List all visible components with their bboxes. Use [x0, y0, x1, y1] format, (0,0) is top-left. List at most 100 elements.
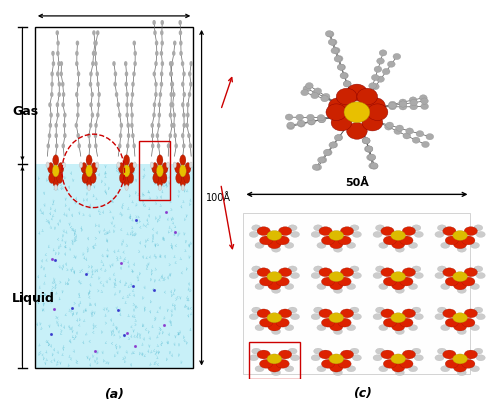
Circle shape — [251, 348, 261, 354]
Circle shape — [328, 98, 349, 114]
Circle shape — [457, 246, 466, 252]
Circle shape — [259, 277, 273, 286]
Circle shape — [174, 41, 176, 45]
Circle shape — [323, 149, 331, 155]
Circle shape — [46, 162, 49, 168]
Circle shape — [77, 82, 79, 86]
Circle shape — [172, 103, 174, 106]
Circle shape — [453, 363, 467, 372]
Circle shape — [329, 39, 337, 45]
Circle shape — [311, 93, 318, 99]
Circle shape — [183, 124, 185, 127]
Circle shape — [462, 318, 475, 327]
Circle shape — [373, 231, 382, 237]
Circle shape — [56, 31, 59, 35]
Circle shape — [114, 82, 116, 86]
Circle shape — [48, 162, 54, 173]
Circle shape — [453, 240, 467, 248]
Circle shape — [187, 103, 189, 106]
Circle shape — [173, 124, 175, 127]
Circle shape — [125, 82, 127, 86]
Circle shape — [440, 284, 450, 290]
Circle shape — [412, 137, 420, 143]
Circle shape — [474, 348, 483, 354]
Circle shape — [347, 325, 356, 330]
Circle shape — [58, 162, 64, 173]
Circle shape — [412, 307, 421, 313]
Circle shape — [90, 72, 92, 76]
Circle shape — [57, 72, 59, 76]
Circle shape — [161, 31, 163, 35]
Circle shape — [125, 72, 127, 76]
Circle shape — [476, 355, 485, 361]
Circle shape — [116, 93, 118, 96]
Circle shape — [326, 31, 334, 37]
Circle shape — [474, 266, 483, 272]
Circle shape — [445, 318, 458, 327]
Circle shape — [291, 231, 300, 237]
Circle shape — [88, 144, 91, 148]
Circle shape — [326, 104, 347, 120]
Circle shape — [76, 41, 78, 45]
Circle shape — [127, 124, 129, 127]
Circle shape — [395, 328, 404, 335]
Circle shape — [180, 176, 186, 187]
Circle shape — [54, 184, 58, 191]
Circle shape — [414, 355, 424, 361]
Circle shape — [317, 284, 326, 290]
Circle shape — [464, 350, 478, 359]
Circle shape — [251, 266, 261, 272]
Circle shape — [124, 176, 129, 187]
Circle shape — [373, 355, 382, 361]
Circle shape — [350, 266, 359, 272]
Circle shape — [173, 51, 175, 55]
Circle shape — [387, 61, 395, 67]
Circle shape — [409, 242, 418, 248]
Circle shape — [96, 72, 98, 76]
Circle shape — [127, 134, 129, 137]
Circle shape — [170, 103, 172, 106]
Circle shape — [271, 287, 281, 293]
Circle shape — [352, 273, 362, 279]
Circle shape — [169, 134, 171, 137]
Circle shape — [189, 144, 191, 148]
Circle shape — [365, 146, 373, 152]
Circle shape — [276, 318, 289, 327]
Circle shape — [62, 144, 64, 148]
Text: Liquid: Liquid — [12, 292, 55, 305]
Circle shape — [443, 350, 456, 359]
Circle shape — [330, 322, 343, 331]
Circle shape — [91, 113, 93, 117]
Circle shape — [255, 284, 264, 290]
Circle shape — [130, 103, 132, 106]
Circle shape — [170, 62, 172, 65]
Circle shape — [183, 93, 186, 96]
Circle shape — [288, 225, 297, 231]
Circle shape — [183, 72, 185, 76]
Circle shape — [49, 103, 51, 106]
Circle shape — [115, 72, 117, 76]
Circle shape — [312, 164, 320, 170]
Circle shape — [134, 51, 136, 55]
Circle shape — [462, 277, 475, 286]
Circle shape — [180, 51, 182, 55]
Text: (a): (a) — [104, 388, 124, 401]
Circle shape — [93, 31, 95, 35]
Circle shape — [368, 155, 375, 161]
Circle shape — [161, 173, 167, 183]
Circle shape — [335, 55, 343, 62]
Circle shape — [338, 64, 346, 70]
Circle shape — [181, 184, 185, 191]
Circle shape — [182, 134, 184, 137]
Circle shape — [379, 284, 388, 290]
Circle shape — [306, 82, 313, 89]
Circle shape — [453, 272, 468, 282]
Circle shape — [399, 101, 407, 107]
Circle shape — [180, 155, 186, 166]
Circle shape — [285, 242, 294, 248]
Circle shape — [375, 266, 384, 272]
Circle shape — [393, 53, 401, 60]
Circle shape — [470, 242, 480, 248]
Circle shape — [373, 273, 382, 279]
Circle shape — [311, 231, 320, 237]
